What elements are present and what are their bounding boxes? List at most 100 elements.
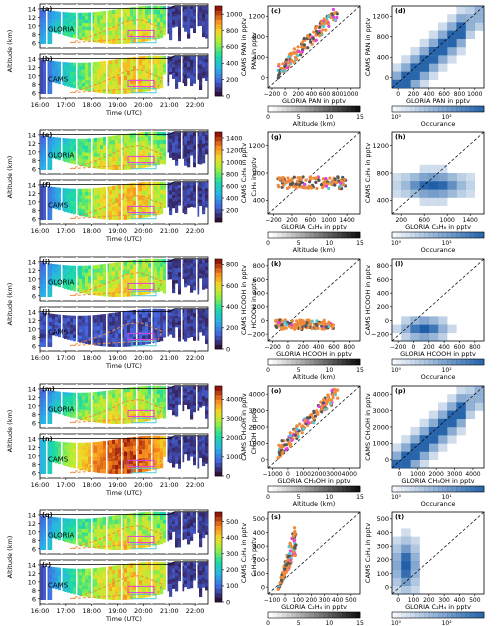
histogram-cell (438, 47, 448, 56)
curtain-cell (157, 398, 161, 403)
curtain-cell (169, 318, 173, 323)
curtain-cell (76, 462, 80, 466)
scatter-point (323, 181, 327, 185)
curtain-cell (58, 81, 62, 85)
curtain-cell (196, 147, 200, 153)
curtain-cell (136, 264, 140, 269)
curtain-cell (154, 198, 158, 204)
curtain-cell (133, 386, 137, 392)
curtain-cell (73, 69, 77, 73)
curtain-cell (67, 206, 71, 210)
curtain-cell (79, 465, 83, 470)
curtain-cell (172, 407, 176, 412)
curtain-cell (79, 415, 83, 420)
curtain-cell (88, 467, 92, 472)
curtain-cell (151, 60, 155, 65)
curtain-cell (82, 442, 86, 447)
curtain-cell (178, 78, 182, 83)
scatter-point (333, 18, 337, 22)
curtain-cell (136, 83, 140, 89)
curtain-cell (184, 194, 188, 199)
curtain-cell (154, 394, 158, 399)
curtain-cell (178, 145, 182, 149)
curtain-cell (175, 309, 179, 312)
curtain-cell (157, 72, 161, 77)
curtain-cell (124, 71, 128, 77)
curtain-cell (73, 399, 77, 403)
curtain-cell (160, 459, 164, 465)
curtain-cell (181, 442, 185, 447)
curtain-cell (58, 320, 62, 324)
scatter-point (300, 45, 304, 49)
curtain-cell (124, 468, 128, 474)
curtain-cell (115, 211, 119, 216)
occurrence-colorbar-segment (396, 106, 402, 112)
curtain-cell (157, 321, 161, 326)
curtain-cell (181, 193, 185, 198)
curtain-cell (43, 139, 47, 145)
curtain-cell (160, 413, 164, 419)
curtain-cell (178, 460, 182, 465)
histogram-cell (465, 181, 475, 190)
curtain-cell (112, 469, 116, 474)
curtain-cell (79, 449, 83, 454)
curtain-cell (112, 211, 116, 216)
curtain-cell (193, 182, 197, 186)
curtain-cell (199, 191, 203, 195)
occurrence-colorbar-segment (428, 106, 434, 112)
curtain-cell (121, 414, 125, 420)
curtain-cell (154, 439, 158, 445)
curtain-cell (79, 265, 83, 270)
curtain-cell (79, 142, 83, 146)
curtain-cell (148, 321, 152, 327)
curtain-cell (202, 136, 206, 141)
curtain-cell (67, 153, 71, 157)
curtain-cell (103, 445, 107, 450)
curtain-cell (184, 81, 188, 87)
curtain-cell (112, 402, 116, 408)
curtain-cell (133, 327, 137, 333)
curtain-cell (190, 275, 194, 281)
curtain-cell (58, 22, 62, 26)
histogram-cell (428, 164, 439, 174)
curtain-cell (172, 288, 176, 294)
colorbar-segment (215, 335, 222, 341)
curtain-cell (181, 327, 185, 332)
curtain-cell (70, 410, 74, 415)
curtain-cell (139, 340, 143, 346)
curtain-cell (103, 419, 107, 424)
curtain-cell (163, 65, 167, 68)
curtain-cell (181, 14, 185, 18)
curtain-cell (202, 391, 206, 394)
curtain-cell (187, 185, 191, 189)
colorbar-segment (215, 190, 222, 196)
curtain-cell (154, 144, 158, 149)
curtain-cell (82, 449, 86, 454)
region-box-magenta (127, 282, 155, 291)
curtain-cell (76, 335, 80, 339)
curtain-cell (64, 15, 68, 19)
curtain-cell (136, 209, 140, 215)
curtain-cell (166, 81, 170, 87)
curtain-cell (85, 209, 89, 214)
curtain-cell (136, 277, 140, 283)
curtain-cell (88, 410, 92, 415)
curtain-cell (97, 457, 101, 462)
curtain-cell (202, 315, 206, 320)
curtain-cell (73, 455, 77, 459)
curtain-cell (79, 62, 83, 67)
occurrence-colorbar-segment (392, 232, 397, 238)
curtain-cell (70, 12, 74, 17)
curtain-cell (202, 266, 206, 271)
curtain-cell (154, 275, 158, 281)
curtain-cell (55, 283, 59, 287)
colorbar-segment (215, 313, 222, 318)
region-box-cyan (131, 87, 157, 94)
curtain-cell (139, 191, 143, 197)
curtain-cell (181, 259, 185, 263)
curtain-cell (55, 452, 59, 456)
curtain-cell (79, 16, 83, 20)
curtain-cell (73, 191, 77, 196)
curtain-cell (40, 469, 44, 474)
curtain-cell (175, 259, 179, 263)
